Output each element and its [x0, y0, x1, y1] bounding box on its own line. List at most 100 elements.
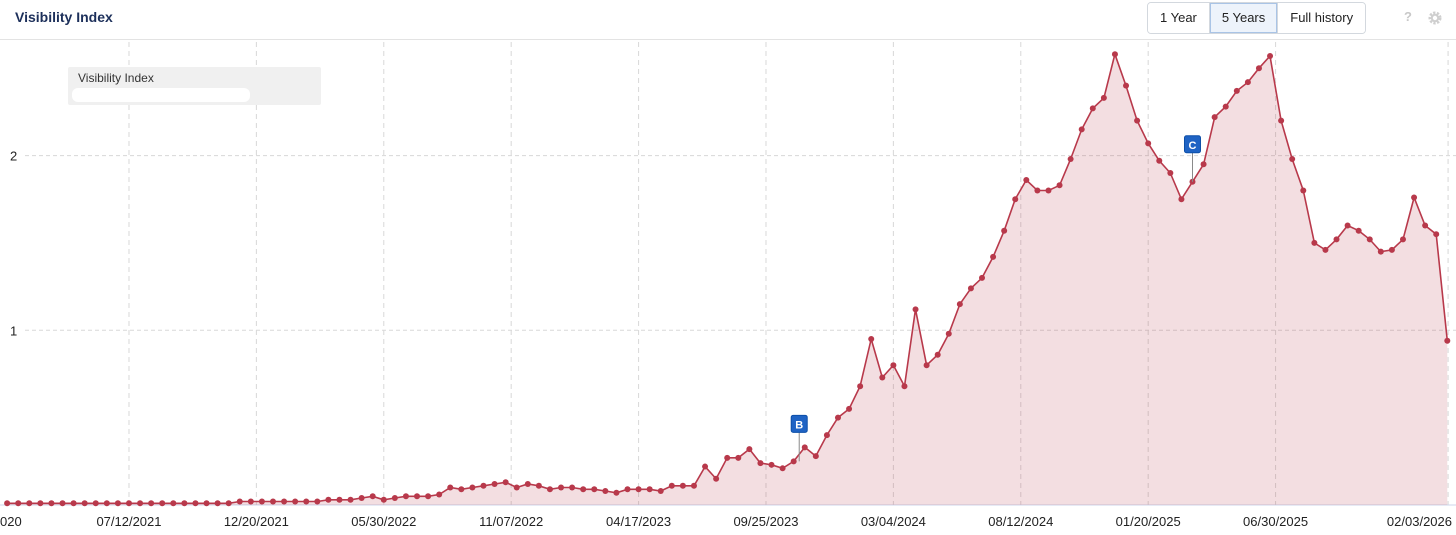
- legend-box: [68, 67, 321, 105]
- point: [1045, 187, 1052, 194]
- point: [1056, 182, 1063, 189]
- point: [657, 488, 664, 495]
- point: [857, 383, 864, 390]
- point: [713, 475, 720, 482]
- point: [945, 330, 952, 337]
- point: [1222, 103, 1229, 110]
- point: [358, 495, 365, 502]
- x-tick-label: 07/12/2021: [96, 514, 161, 529]
- x-tick-label: 08/12/2024: [988, 514, 1053, 529]
- point: [281, 498, 288, 505]
- settings-icon[interactable]: [1427, 10, 1443, 26]
- point: [668, 482, 675, 489]
- x-tick-label: 02/03/2026: [1387, 514, 1452, 529]
- point: [1156, 157, 1163, 164]
- annotation-label: B: [795, 419, 803, 431]
- range-button[interactable]: 5 Years: [1208, 3, 1278, 33]
- point: [702, 463, 709, 470]
- point: [380, 496, 387, 503]
- point: [569, 484, 576, 491]
- point: [502, 479, 509, 486]
- point: [336, 496, 343, 503]
- point: [823, 432, 830, 439]
- x-tick-label: 05/30/2022: [351, 514, 416, 529]
- legend-label: Visibility Index: [78, 71, 154, 85]
- x-tick-label: 04/17/2023: [606, 514, 671, 529]
- point: [258, 498, 265, 505]
- range-buttons: 1 Year 5 Years Full history: [1147, 2, 1367, 34]
- point: [159, 500, 166, 507]
- point: [436, 491, 443, 498]
- point: [469, 484, 476, 491]
- point: [1388, 246, 1395, 253]
- point: [1444, 337, 1451, 344]
- point: [203, 500, 210, 507]
- point: [192, 500, 199, 507]
- annotation-flag: [1183, 135, 1201, 154]
- point: [1422, 222, 1429, 229]
- range-button[interactable]: 1 Year: [1148, 3, 1209, 33]
- point: [1211, 114, 1218, 121]
- point: [868, 336, 875, 343]
- point: [292, 498, 299, 505]
- point: [458, 486, 465, 493]
- x-tick-label: 09/25/2023: [733, 514, 798, 529]
- point: [1411, 194, 1418, 201]
- help-icon[interactable]: ?: [1404, 9, 1412, 24]
- x-tick-label: 11/07/2022: [479, 514, 543, 529]
- point: [1322, 246, 1329, 253]
- point: [1333, 236, 1340, 243]
- point: [1289, 156, 1296, 163]
- point: [1200, 161, 1207, 168]
- point: [1167, 170, 1174, 177]
- point: [1078, 126, 1085, 133]
- point: [402, 493, 409, 500]
- point: [81, 500, 88, 507]
- point: [303, 498, 310, 505]
- point: [1244, 79, 1251, 86]
- point: [1377, 248, 1384, 255]
- point: [679, 482, 686, 489]
- point: [491, 481, 498, 488]
- point: [1134, 117, 1141, 124]
- point: [846, 405, 853, 412]
- x-tick-label: 06/30/2025: [1243, 514, 1308, 529]
- point: [1111, 51, 1118, 58]
- point: [602, 488, 609, 495]
- point: [812, 453, 819, 460]
- point: [1278, 117, 1285, 124]
- x-tick-label: 01/20/2025: [1116, 514, 1181, 529]
- annotation-flag: [790, 414, 808, 433]
- point: [890, 362, 897, 369]
- annotation-label: C: [1189, 140, 1197, 152]
- point: [48, 500, 55, 507]
- point: [1355, 227, 1362, 234]
- point: [1089, 105, 1096, 112]
- point: [347, 496, 354, 503]
- point: [37, 500, 44, 507]
- point: [1255, 65, 1262, 72]
- point: [990, 253, 997, 260]
- point: [613, 489, 620, 496]
- point: [447, 484, 454, 491]
- point: [624, 486, 631, 493]
- point: [1233, 87, 1240, 94]
- point: [103, 500, 110, 507]
- point: [314, 498, 321, 505]
- point: [956, 301, 963, 308]
- point: [236, 498, 243, 505]
- point: [746, 446, 753, 453]
- point: [790, 458, 797, 465]
- x-tick-label: 020: [0, 514, 22, 529]
- point: [137, 500, 144, 507]
- point: [901, 383, 908, 390]
- point: [558, 484, 565, 491]
- range-button[interactable]: Full history: [1277, 3, 1366, 33]
- point: [225, 500, 232, 507]
- point: [125, 500, 132, 507]
- point: [391, 495, 398, 502]
- point: [635, 486, 642, 493]
- point: [1067, 156, 1074, 163]
- header: Visibility Index 1 Year 5 Years Full his…: [0, 0, 1456, 40]
